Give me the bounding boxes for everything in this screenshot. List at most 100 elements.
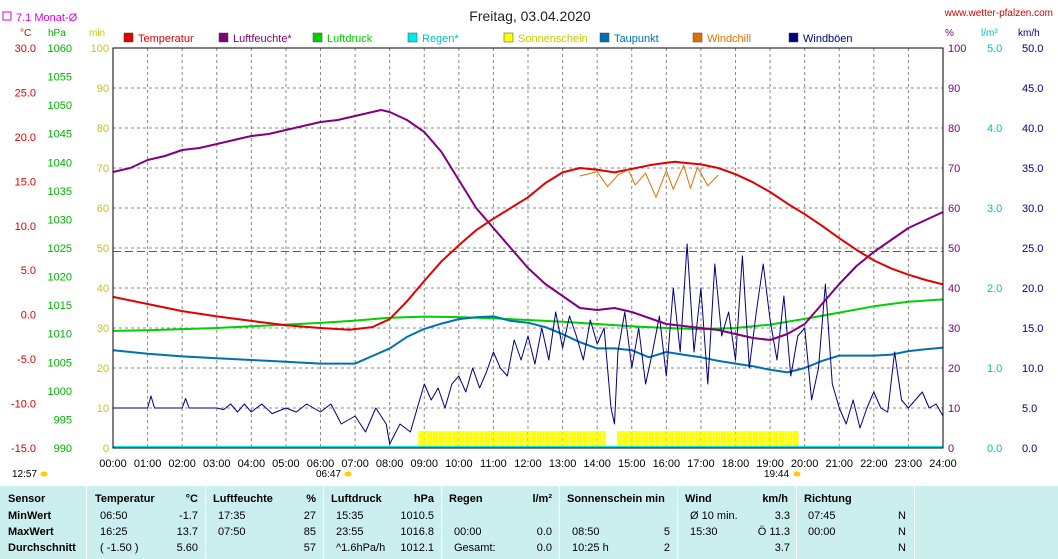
sunshine-bar: [744, 431, 747, 447]
stat-sun-time: 10:25 h: [572, 542, 609, 554]
sunshine-bar: [671, 431, 675, 447]
stat-press-val: 1012.1: [400, 542, 434, 554]
stat-wind-val: 3.3: [774, 510, 790, 522]
sunshine-bar: [646, 431, 649, 447]
sunshine-bar: [784, 431, 787, 447]
sunshine-bar: [669, 431, 672, 447]
temp-tick-label: 0.0: [21, 310, 36, 322]
sunshine-bar: [450, 431, 453, 447]
humidity-tick-label: 80: [948, 123, 960, 135]
sunshine-bar: [553, 431, 557, 447]
sunshine-bar: [476, 431, 479, 447]
sunshine-bar: [640, 431, 643, 447]
humidity-tick-label: 70: [948, 163, 960, 175]
statistics-table: Sensor Temperatur °C Luftfeuchte % Luftd…: [0, 486, 1058, 559]
sunshine-bar: [490, 431, 493, 447]
stat-hum-time: 17:35: [218, 510, 246, 522]
series-lines: [112, 109, 944, 448]
stat-rain-val: 0.0: [536, 526, 552, 538]
header-humidity: Luftfeuchte: [213, 493, 273, 505]
humidity-tick-label: 50: [948, 243, 960, 255]
humidity-unit: %: [945, 28, 954, 39]
pressure-tick-label: 1050: [48, 100, 72, 112]
sunshine-bar: [752, 431, 756, 447]
sunshine-bar: [769, 431, 773, 447]
sunshine-bar: [686, 431, 689, 447]
stat-press-time: ^1.6hPa/h: [336, 542, 386, 554]
stat-wind-time: Ø 10 min.: [690, 510, 738, 522]
sunshine-tick-label: 60: [97, 203, 109, 215]
x-tick-label: 16:00: [653, 458, 681, 470]
sunshine-bar: [559, 431, 563, 447]
stat-dir-val: N: [898, 510, 906, 522]
x-tick-label: 01:00: [134, 458, 162, 470]
temp-tick-label: 10.0: [15, 221, 36, 233]
moonrise-icon: [40, 471, 48, 477]
stat-rain-val: 0.0: [536, 542, 552, 554]
sunshine-bar: [597, 431, 600, 447]
col-divider: [86, 486, 87, 559]
weather-chart: 00:00 01:00 02:00 03:00 04:00 05:00 06:00 07:00…: [2, 8, 1053, 480]
rain-tick-label: 4.0: [987, 123, 1002, 135]
rain-unit: l/m²: [981, 28, 998, 39]
sunshine-bar: [735, 431, 738, 447]
sunshine-bar: [579, 431, 583, 447]
wind-tick-label: 35.0: [1022, 163, 1043, 175]
rain-tick-label: 0.0: [987, 443, 1002, 455]
sunshine-bar: [761, 431, 764, 447]
source-link[interactable]: www.wetter-pfalzen.com: [944, 8, 1053, 19]
legend-swatch: [788, 32, 799, 43]
legend-label: Luftdruck: [327, 33, 373, 45]
x-tick-label: 21:00: [825, 458, 853, 470]
sunshine-bar: [617, 431, 620, 447]
sunshine-bar: [692, 431, 695, 447]
legend-label: Luftfeuchte*: [233, 33, 292, 45]
stat-label: MaxWert: [8, 526, 54, 538]
header-rain-unit: l/m²: [532, 493, 552, 505]
header-sensor: Sensor: [8, 493, 46, 505]
col-divider: [441, 486, 442, 559]
sunshine-bar: [738, 431, 741, 447]
sunshine-bar: [764, 431, 767, 447]
sunshine-bar: [793, 431, 796, 447]
sunshine-bar: [424, 431, 427, 447]
x-tick-label: 12:00: [514, 458, 542, 470]
sunshine-bar: [525, 431, 528, 447]
stat-hum-val: 27: [303, 510, 316, 522]
stat-press-time: 15:35: [336, 510, 364, 522]
stat-press-val: 1010.5: [400, 510, 434, 522]
wind-tick-label: 0.0: [1022, 443, 1037, 455]
sunshine-bar: [539, 431, 542, 447]
humidity-tick-label: 20: [948, 363, 960, 375]
sunshine-bar: [536, 431, 540, 447]
col-divider: [559, 486, 560, 559]
sunshine-bar: [591, 431, 594, 447]
sunshine-bar: [599, 431, 603, 447]
pressure-tick-label: 1055: [48, 72, 72, 84]
sunshine-bar: [781, 431, 784, 447]
x-tick-label: 18:00: [722, 458, 750, 470]
wind-tick-label: 15.0: [1022, 323, 1043, 335]
temp-tick-label: -15.0: [11, 443, 36, 455]
pressure-tick-label: 1005: [48, 357, 72, 369]
stat-wind-time: 15:30: [690, 526, 718, 538]
series-line-windchill: [579, 164, 719, 198]
sunshine-bar: [654, 431, 658, 447]
sunshine-bar: [493, 431, 496, 447]
x-tick-label: 00:00: [99, 458, 127, 470]
sunshine-bar: [790, 431, 793, 447]
sunshine-bar: [519, 431, 522, 447]
sunshine-bar: [441, 431, 444, 447]
sunshine-bar: [723, 431, 727, 447]
sunshine-bar: [680, 431, 684, 447]
sunshine-bar: [637, 431, 640, 447]
sunshine-bar: [695, 431, 698, 447]
header-sunshine: Sonnenschein min: [567, 493, 665, 505]
wind-tick-label: 10.0: [1022, 363, 1043, 375]
header-humidity-unit: %: [306, 493, 316, 505]
sunshine-bar: [548, 431, 551, 447]
legend-swatch: [218, 32, 229, 43]
pressure-tick-label: 1025: [48, 243, 72, 255]
sunset-icon: [793, 471, 801, 477]
legend: Temperatur Luftfeuchte* Luftdruck Regen* Son…: [123, 32, 853, 45]
